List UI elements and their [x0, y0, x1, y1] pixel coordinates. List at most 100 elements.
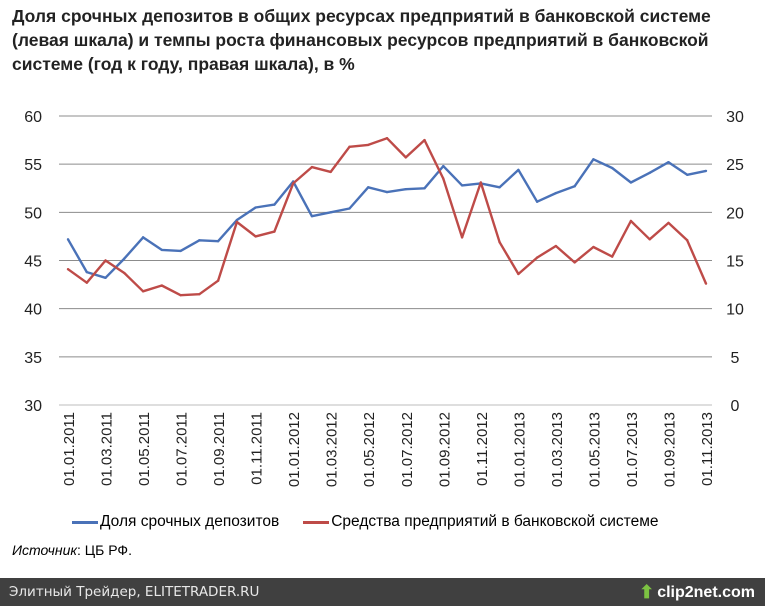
- x-tick-label: 01.07.2013: [624, 412, 641, 487]
- legend: Доля срочных депозитов Средства предприя…: [72, 513, 658, 531]
- data-point: [535, 256, 539, 259]
- legend-label: Доля срочных депозитов: [100, 513, 280, 530]
- data-point: [141, 290, 145, 293]
- data-point: [704, 169, 708, 173]
- data-point: [85, 270, 88, 274]
- legend-item-funds: Средства предприятий в банковской систем…: [303, 513, 658, 531]
- x-tick-label: 01.07.2011: [174, 412, 191, 486]
- y-left-tick-label: 30: [24, 398, 42, 415]
- data-point: [104, 276, 107, 280]
- x-tick-label: 01.05.2012: [361, 412, 378, 487]
- data-point: [592, 158, 595, 161]
- data-point: [348, 207, 351, 210]
- data-point: [554, 244, 558, 248]
- data-point: [629, 181, 633, 184]
- data-point: [592, 245, 595, 249]
- data-point: [385, 136, 389, 140]
- legend-swatch-blue: [72, 520, 98, 524]
- data-point: [235, 218, 239, 222]
- data-point: [667, 161, 670, 164]
- data-point: [310, 165, 314, 169]
- data-point: [442, 164, 445, 168]
- data-point: [423, 138, 426, 142]
- chart-title: Доля срочных депозитов в общих ресурсах …: [12, 6, 711, 74]
- footer-bar: Элитный Трейдер, ELITETRADER.RU ⬆ clip2ne…: [0, 578, 765, 606]
- data-point: [704, 282, 708, 285]
- data-point: [254, 206, 257, 209]
- y-left-tick-label: 35: [24, 350, 42, 367]
- x-tick-label: 01.03.2013: [549, 412, 566, 487]
- data-point: [404, 188, 407, 191]
- data-point: [198, 239, 201, 242]
- data-point: [610, 166, 614, 170]
- data-point: [573, 261, 576, 264]
- data-point: [498, 240, 501, 244]
- legend-label: Средства предприятий в банковской систем…: [331, 513, 659, 530]
- legend-swatch-red: [303, 520, 330, 524]
- data-point: [554, 191, 558, 195]
- data-point: [629, 219, 633, 223]
- y-right-tick-label: 30: [726, 109, 744, 126]
- data-point: [160, 284, 164, 287]
- x-tick-label: 01.05.2011: [136, 412, 153, 486]
- data-point: [66, 238, 70, 241]
- y-left-tick-label: 45: [24, 254, 42, 271]
- data-point: [667, 221, 670, 225]
- data-point: [160, 248, 164, 252]
- data-point: [179, 249, 182, 253]
- data-point: [179, 293, 182, 297]
- data-point: [610, 255, 614, 258]
- data-point: [367, 143, 370, 147]
- y-left-tick-label: 60: [24, 109, 42, 126]
- data-point: [254, 235, 257, 238]
- source-label: Источник: [12, 542, 78, 558]
- data-point: [479, 181, 483, 184]
- x-tick-label: 01.03.2012: [324, 412, 341, 487]
- source-note: Источник: ЦБ РФ.: [12, 542, 132, 558]
- data-point: [404, 156, 407, 159]
- y-left-tick-label: 40: [24, 302, 42, 319]
- x-tick-label: 01.11.2012: [474, 412, 491, 486]
- data-point: [442, 177, 445, 180]
- clip2net-logo: ⬆ clip2net.com: [639, 582, 755, 602]
- series-line-funds: [67, 136, 708, 297]
- data-point: [310, 214, 314, 218]
- y-right-tick-label: 25: [726, 157, 744, 174]
- data-point: [517, 168, 520, 172]
- x-tick-label: 01.09.2012: [436, 412, 453, 487]
- data-point: [648, 238, 651, 241]
- data-point: [66, 267, 70, 271]
- data-point: [85, 281, 88, 284]
- data-point: [460, 236, 464, 239]
- data-point: [235, 220, 239, 224]
- data-point: [573, 185, 576, 188]
- data-point: [367, 186, 370, 189]
- y-right-tick-label: 10: [726, 302, 744, 319]
- source-value: : ЦБ РФ.: [77, 542, 132, 558]
- data-point: [423, 187, 426, 190]
- x-tick-label: 01.07.2012: [399, 412, 416, 487]
- data-point: [123, 257, 126, 260]
- data-point: [517, 272, 520, 276]
- data-point: [460, 184, 464, 187]
- data-point: [329, 211, 332, 214]
- x-tick-label: 01.03.2011: [99, 412, 116, 486]
- x-tick-label: 01.05.2013: [586, 412, 603, 487]
- data-point: [273, 230, 276, 233]
- x-tick-label: 01.01.2012: [286, 412, 303, 487]
- x-tick-label: 01.09.2013: [661, 412, 678, 487]
- data-point: [498, 186, 501, 189]
- data-point: [104, 259, 107, 262]
- data-point: [385, 190, 389, 194]
- data-point: [141, 236, 145, 239]
- footer-site-text: Элитный Трейдер, ELITETRADER.RU: [9, 584, 260, 600]
- data-point: [291, 182, 295, 185]
- data-point: [216, 240, 220, 243]
- line-chart: 30 35 40 45 50 55 60 0 5 10 15 20 25 30 01.01.2011 01.0…: [24, 109, 744, 487]
- data-point: [329, 170, 332, 174]
- upload-arrow-icon: ⬆: [639, 582, 655, 602]
- data-point: [273, 203, 276, 206]
- data-point: [348, 145, 351, 149]
- y-right-tick-label: 15: [726, 254, 744, 271]
- x-tick-label: 01.11.2013: [699, 412, 716, 486]
